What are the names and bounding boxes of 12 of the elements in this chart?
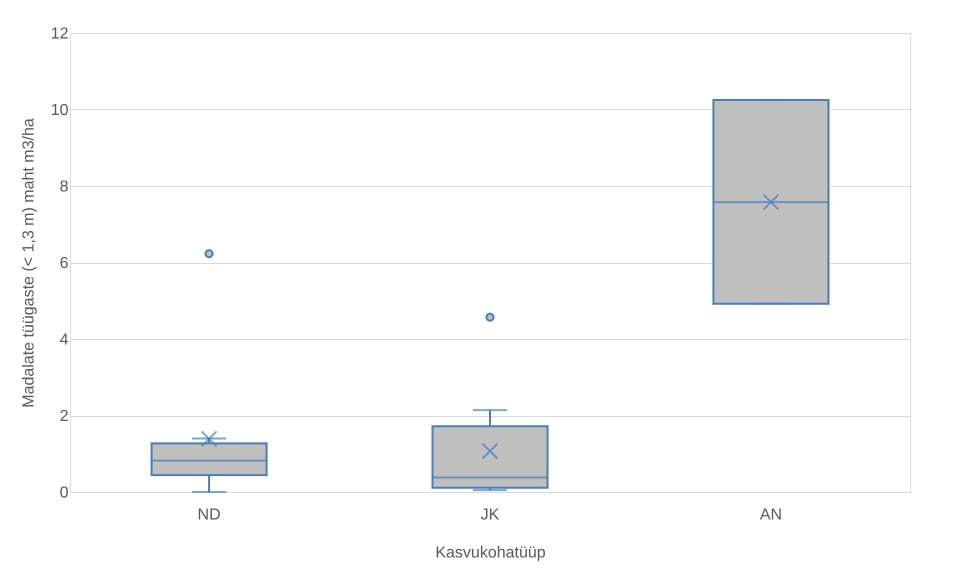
y-tick-label: 2 bbox=[60, 408, 69, 425]
x-tick-label: ND bbox=[198, 506, 221, 524]
x-tick-label: AN bbox=[760, 506, 782, 524]
x-axis-title: Kasvukohatüüp bbox=[435, 544, 546, 562]
y-tick-label: 4 bbox=[60, 332, 69, 348]
y-tick-label: 0 bbox=[60, 484, 69, 502]
x-tick-label: JK bbox=[480, 506, 500, 524]
y-tick-label: 10 bbox=[50, 102, 69, 119]
y-tick-label: 12 bbox=[50, 26, 69, 42]
y-axis-title: Madalate tüügaste (< 1,3 m) maht m3/ha bbox=[20, 118, 38, 408]
y-tick-label: 6 bbox=[60, 255, 69, 272]
y-tick-label: 8 bbox=[60, 178, 69, 196]
